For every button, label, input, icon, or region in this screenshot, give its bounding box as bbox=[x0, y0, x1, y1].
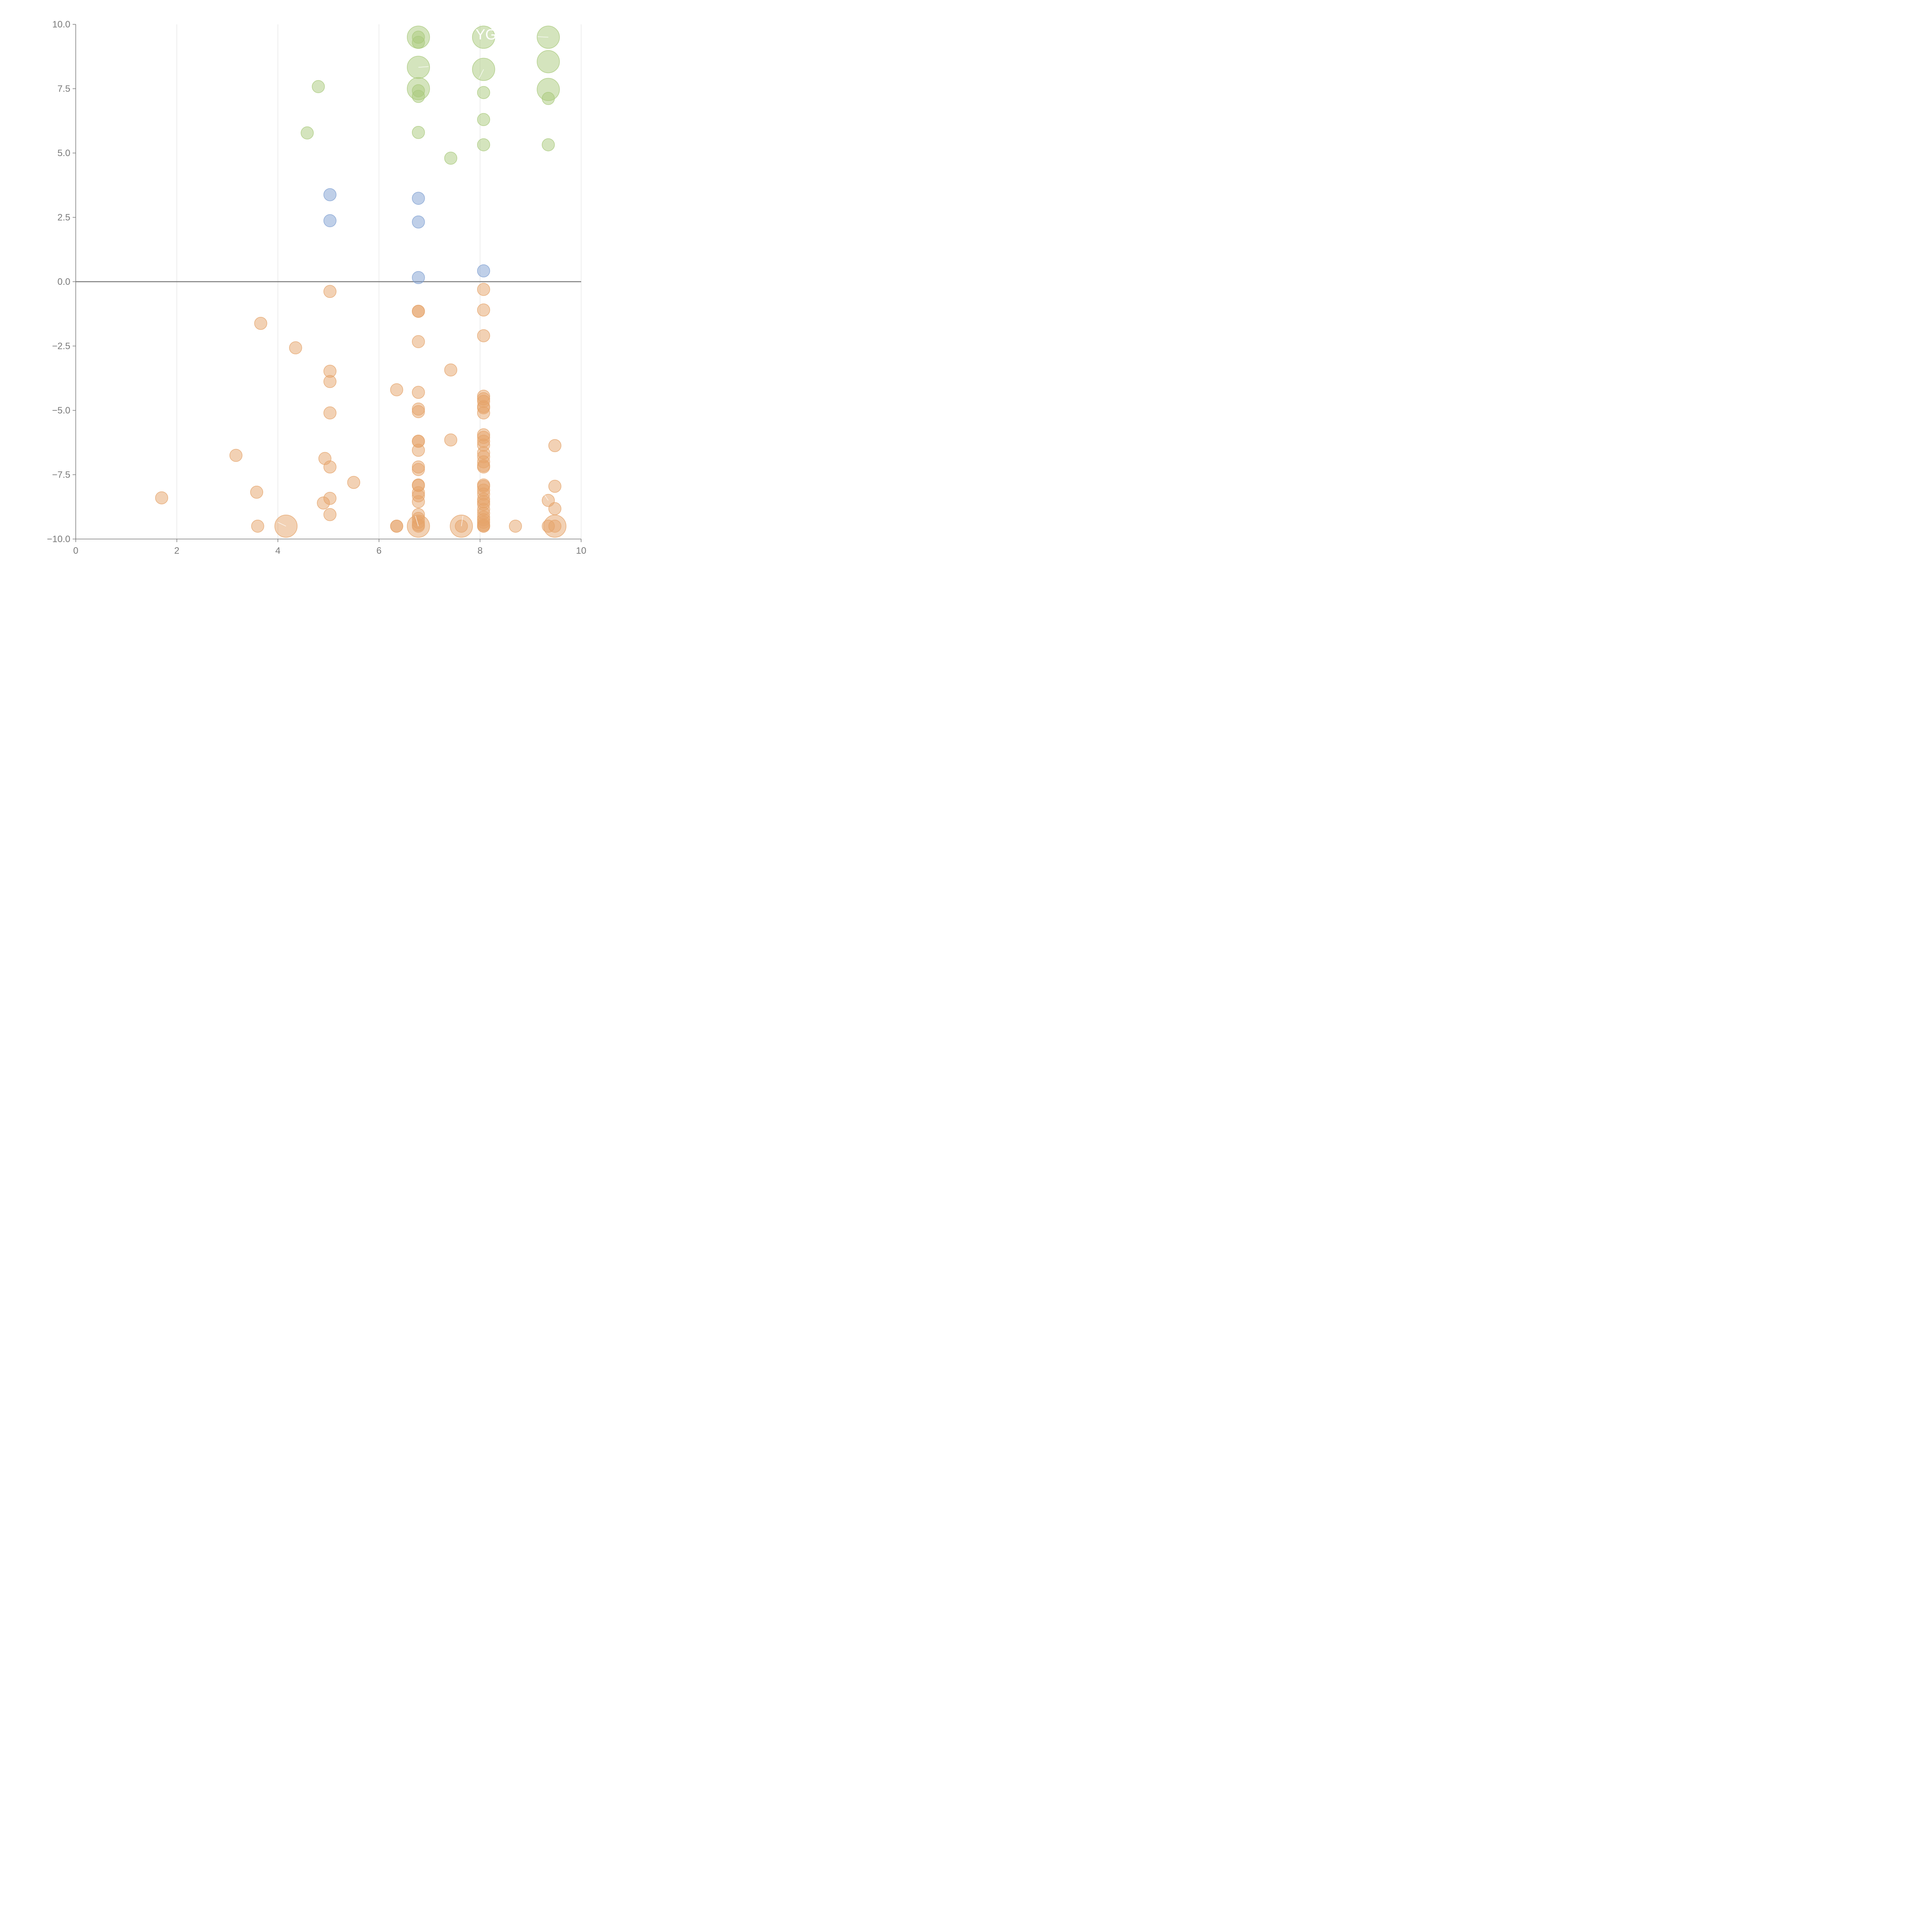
data-point-orange bbox=[323, 285, 337, 298]
data-point-orange bbox=[390, 383, 403, 396]
annotation-leader bbox=[544, 495, 549, 501]
data-point-orange bbox=[412, 304, 425, 318]
data-point-orange bbox=[548, 439, 561, 452]
scatter-chart: 0 2 4 6 8 10 10.0 7.5 5.0 2.5 0.0 −2.5 −5.0 −7.5 −10.0… bbox=[47, 19, 586, 556]
data-point-orange bbox=[477, 406, 490, 420]
y-tick-label: 2.5 bbox=[58, 213, 70, 223]
annotation-leader bbox=[415, 515, 419, 526]
annotation-leader bbox=[418, 66, 429, 68]
data-points bbox=[155, 26, 566, 538]
data-point-orange bbox=[250, 486, 264, 499]
annotation-leader bbox=[277, 522, 286, 527]
data-point-orange bbox=[412, 386, 425, 399]
data-point-orange bbox=[254, 317, 267, 330]
y-tick-label: 10.0 bbox=[52, 19, 70, 30]
data-point-orange bbox=[390, 519, 403, 533]
data-point-orange bbox=[444, 433, 457, 447]
data-point-orange bbox=[477, 283, 490, 296]
data-point-orange bbox=[477, 329, 490, 342]
data-point-orange bbox=[289, 341, 302, 354]
data-point-blue bbox=[323, 188, 337, 201]
data-point-green bbox=[412, 36, 425, 49]
annotation-leader bbox=[461, 515, 463, 526]
annotations: YG bbox=[476, 27, 497, 43]
data-point-orange bbox=[543, 514, 566, 538]
data-point-green bbox=[444, 151, 457, 165]
data-point-blue bbox=[412, 271, 425, 284]
x-tick-label: 8 bbox=[478, 546, 483, 556]
axes: 0 2 4 6 8 10 10.0 7.5 5.0 2.5 0.0 −2.5 −5.0 −7.5 −10.0 bbox=[47, 19, 586, 556]
y-tick-label: 5.0 bbox=[58, 148, 70, 158]
x-tick-label: 0 bbox=[73, 546, 78, 556]
x-tick-label: 2 bbox=[174, 546, 179, 556]
data-point-green bbox=[477, 138, 490, 151]
data-point-green bbox=[477, 86, 490, 99]
data-point-orange bbox=[229, 449, 243, 462]
data-point-green bbox=[412, 126, 425, 139]
y-tick-label: −2.5 bbox=[52, 341, 70, 352]
y-tick-label: 0.0 bbox=[58, 277, 70, 287]
data-point-orange bbox=[412, 444, 425, 457]
data-point-orange bbox=[412, 495, 425, 509]
data-point-orange bbox=[323, 460, 337, 474]
data-point-blue bbox=[323, 214, 337, 227]
data-point-green bbox=[542, 92, 555, 105]
data-point-orange bbox=[155, 491, 168, 505]
data-point-orange bbox=[347, 476, 361, 489]
data-point-orange bbox=[323, 406, 337, 420]
data-point-orange bbox=[323, 375, 337, 388]
data-point-orange bbox=[477, 460, 490, 474]
data-point-blue bbox=[477, 264, 490, 277]
data-point-green bbox=[472, 26, 495, 49]
x-tick-label: 6 bbox=[376, 546, 381, 556]
data-point-green bbox=[537, 50, 560, 73]
annotation-label: YG bbox=[476, 27, 497, 43]
y-tick-label: −10.0 bbox=[47, 534, 70, 544]
data-point-orange bbox=[509, 519, 522, 533]
data-point-orange bbox=[548, 502, 561, 515]
data-point-orange bbox=[323, 492, 337, 505]
data-point-orange bbox=[251, 519, 264, 533]
chart-root: 0 2 4 6 8 10 10.0 7.5 5.0 2.5 0.0 −2.5 −5.0 −7.5 −10.0… bbox=[0, 0, 603, 603]
data-point-orange bbox=[477, 303, 490, 317]
data-point-orange bbox=[412, 405, 425, 418]
data-point-orange bbox=[548, 480, 561, 493]
data-point-green bbox=[312, 80, 325, 93]
data-point-green bbox=[412, 90, 425, 103]
data-point-orange bbox=[412, 463, 425, 476]
data-point-orange bbox=[323, 508, 337, 521]
y-tick-label: 7.5 bbox=[58, 84, 70, 94]
x-tick-label: 4 bbox=[276, 546, 281, 556]
annotation-leader bbox=[479, 69, 484, 79]
data-point-blue bbox=[412, 192, 425, 205]
data-point-orange bbox=[477, 519, 490, 533]
data-point-green bbox=[477, 113, 490, 126]
y-tick-label: −5.0 bbox=[52, 405, 70, 416]
data-point-orange bbox=[444, 363, 457, 377]
data-point-orange bbox=[412, 335, 425, 348]
data-point-green bbox=[542, 138, 555, 151]
y-tick-label: −7.5 bbox=[52, 470, 70, 480]
data-point-blue bbox=[412, 215, 425, 229]
data-point-green bbox=[301, 126, 314, 139]
x-tick-label: 10 bbox=[576, 546, 587, 556]
